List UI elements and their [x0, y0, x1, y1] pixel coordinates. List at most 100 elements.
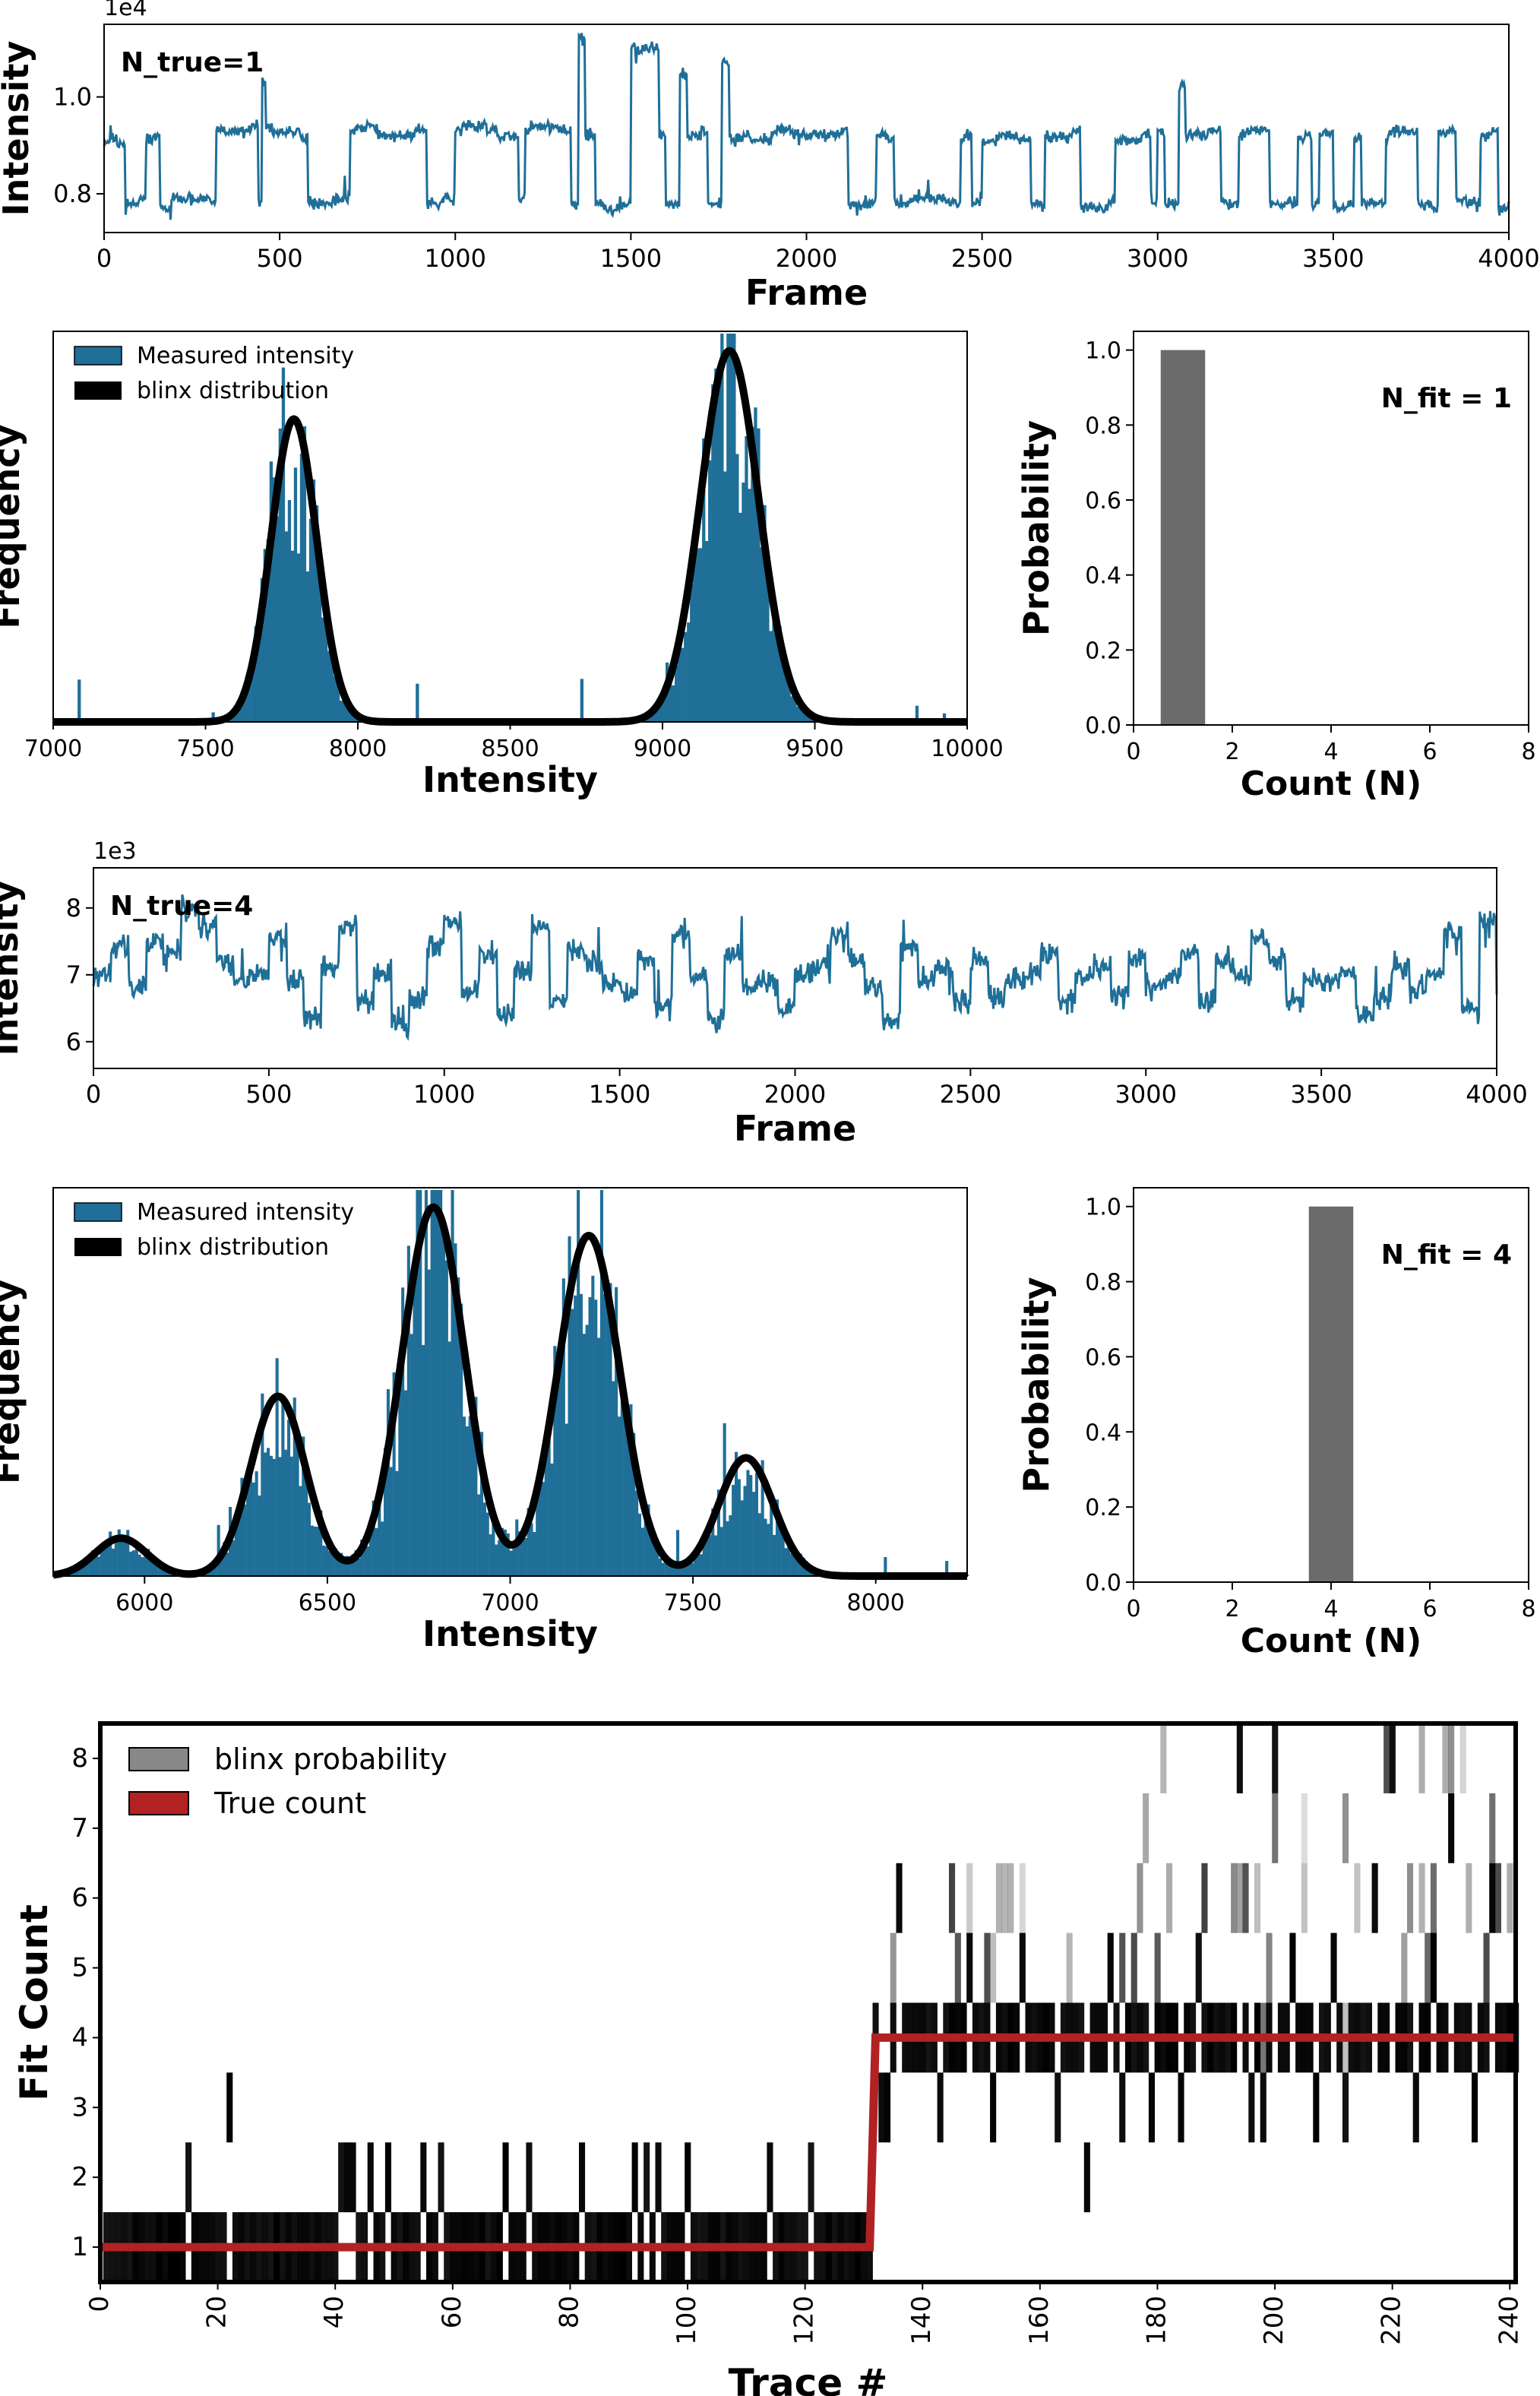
heatmap-cell	[1007, 1863, 1014, 1933]
hist4-bar	[123, 1541, 127, 1576]
hist4-bar	[337, 1556, 340, 1576]
hist4-bar	[281, 1398, 285, 1576]
prob1-xtick-label: 4	[1323, 739, 1338, 765]
heatmap-cell	[1083, 2142, 1090, 2213]
hist1-bar	[726, 334, 730, 722]
hist4-bar	[454, 1243, 457, 1576]
heatmap-cell	[1448, 1723, 1455, 1793]
hist4-bar	[632, 1432, 636, 1576]
hist4-bar	[351, 1554, 355, 1576]
heatmap-cell	[1260, 2072, 1266, 2143]
hist4-bar	[243, 1504, 247, 1576]
trace4-xtick-label: 3000	[1115, 1080, 1177, 1109]
hist1-bar	[687, 622, 691, 722]
hist4-bar	[501, 1527, 504, 1576]
heatmap-cell	[438, 2142, 444, 2213]
prob1-xtick-label: 6	[1422, 739, 1437, 765]
hist4-bar	[492, 1518, 495, 1576]
hist4-bar	[740, 1500, 744, 1576]
hist4-bar	[653, 1539, 656, 1576]
hist1-bar	[248, 679, 251, 722]
hist1-bar	[242, 692, 245, 722]
heatmap-xtick-label: 220	[1377, 2296, 1407, 2345]
trace1-series-line	[103, 32, 1510, 220]
heatmap-cell	[1166, 1863, 1173, 1933]
hist1-bar	[784, 675, 788, 722]
prob4-xtick-label: 4	[1323, 1596, 1338, 1622]
hist4-bar	[561, 1278, 565, 1576]
hist1-bar	[729, 334, 733, 722]
hist1-bar	[269, 461, 273, 722]
heatmap-cell	[1266, 1932, 1273, 2003]
hist4-bar	[76, 1568, 80, 1576]
heatmap-cell	[1389, 1723, 1396, 1793]
hist4-bar	[705, 1533, 709, 1576]
heatmap-cell	[338, 2142, 345, 2213]
hist4-bar	[141, 1557, 144, 1576]
hist1-bar	[702, 438, 706, 722]
heatmap-cell	[655, 2142, 662, 2213]
hist1-xtick-label: 7500	[176, 736, 234, 762]
hist4-bar	[553, 1346, 557, 1576]
heatmap-cell	[1130, 1932, 1137, 2003]
heatmap-cell	[644, 2142, 650, 2213]
hist1-bar	[659, 701, 663, 722]
trace1-xtick-label: 1000	[425, 244, 486, 273]
heatmap-cell	[1407, 1863, 1414, 1933]
prob4-xtick-label: 0	[1126, 1596, 1140, 1622]
hist4-bar	[363, 1536, 367, 1576]
heatmap-cell	[1178, 2072, 1184, 2143]
hist4-bar	[564, 1423, 568, 1576]
hist4-bar	[716, 1489, 720, 1576]
trace4-xlabel: Frame	[734, 1108, 856, 1149]
hist1-bar	[796, 707, 800, 722]
hist1-bar	[915, 705, 919, 722]
hist1-bar	[302, 426, 307, 722]
hist1-bar	[708, 460, 712, 722]
hist4-bar	[945, 1561, 949, 1576]
hist4-bar	[220, 1553, 223, 1576]
hist4-bar	[410, 1334, 413, 1576]
hist4-bar	[430, 1190, 434, 1576]
hist4-xlabel: Intensity	[422, 1613, 598, 1654]
hist1-bar	[275, 516, 279, 722]
trace4-xtick-label: 4000	[1466, 1080, 1527, 1109]
hist4-bar	[656, 1546, 659, 1576]
hist4-bar	[389, 1467, 393, 1576]
hist4-bar	[629, 1404, 633, 1576]
hist4-bar	[419, 1190, 422, 1576]
hist4-bar	[620, 1382, 624, 1576]
hist1-bar	[669, 675, 672, 722]
heatmap-cell	[1272, 1723, 1279, 1793]
heatmap-cell	[1489, 1863, 1496, 1933]
heatmap-cell	[1119, 2072, 1126, 2143]
hist4-bar	[661, 1562, 665, 1576]
hist4-bar	[539, 1465, 542, 1576]
heatmap-cell	[990, 1932, 997, 2003]
hist4-bar	[670, 1566, 674, 1576]
heatmap-cell	[1236, 1863, 1243, 1933]
hist1-bar	[745, 436, 748, 722]
heatmap-cell	[984, 1932, 991, 2003]
hist4-bar	[784, 1548, 788, 1576]
heatmap-cell	[1342, 2072, 1349, 2143]
hist1-bar	[260, 578, 264, 722]
prob4-xtick-label: 6	[1422, 1596, 1437, 1622]
hist4-bar	[761, 1460, 764, 1576]
hist4-bar	[340, 1552, 343, 1576]
hist1-bar	[742, 483, 745, 722]
heatmap-ytick-label: 4	[71, 2022, 88, 2053]
heatmap-cell	[1201, 1863, 1208, 1933]
heatmap-cell	[1066, 1932, 1073, 2003]
hist4-bar	[109, 1531, 112, 1576]
heatmap-xtick-label: 40	[319, 2296, 349, 2328]
hist4-bar	[754, 1473, 758, 1576]
heatmap-cell	[966, 1932, 973, 2003]
trace1-xtick-label: 2500	[951, 244, 1013, 273]
hist4-bar	[536, 1494, 539, 1576]
prob4-ytick-label: 0.8	[1085, 1270, 1121, 1296]
hist4-bar	[213, 1561, 217, 1576]
heatmap-cell	[1442, 1723, 1449, 1793]
heatmap-cell	[1507, 1863, 1513, 1933]
heatmap-cell	[1242, 1863, 1249, 1933]
